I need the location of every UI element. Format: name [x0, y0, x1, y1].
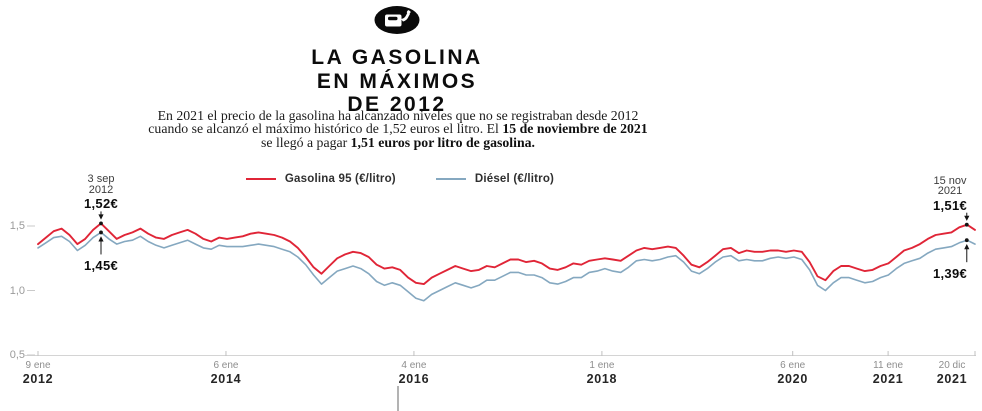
annotation-diesel-2012: 1,45€ — [84, 257, 118, 272]
annotation-point-dot — [964, 222, 969, 227]
x-tick-year: 2021 — [936, 372, 968, 386]
title-line-1: LA GASOLINA — [311, 46, 483, 69]
x-tick-year: 2021 — [872, 372, 904, 386]
annotation-max-2021: 15 nov 2021 1,51€ — [932, 174, 968, 213]
annotation-point-dot — [99, 221, 103, 226]
intro-text-1: En 2021 el precio de la gasolina ha alca… — [148, 107, 639, 137]
annotation-date-line: 15 nov — [933, 174, 967, 187]
annotation-arrowhead — [964, 215, 970, 221]
annotation-point-dot — [99, 230, 103, 235]
annotation-arrowhead — [98, 214, 104, 220]
x-tick-date: 4 ene — [401, 360, 427, 371]
x-tick-label: 6 ene 2014 — [191, 360, 261, 387]
gasolina-line-swatch — [245, 178, 276, 180]
x-tick-year: 2014 — [210, 372, 242, 386]
annotation-date-line: 3 sep — [87, 173, 115, 186]
x-tick-year: 2016 — [398, 372, 430, 386]
x-tick-label: 1 ene 2018 — [567, 360, 637, 387]
chart-legend: Gasolina 95 (€/litro) Diésel (€/litro) — [0, 173, 800, 185]
legend-label-gasolina: Gasolina 95 (€/litro) — [284, 173, 396, 185]
title-line-2: EN MÁXIMOS — [316, 69, 478, 93]
y-tick-label: 0,5 — [9, 349, 25, 361]
annotation-arrowhead — [964, 243, 970, 250]
annotation-diesel-2021: 1,39€ — [933, 265, 967, 280]
legend-item-diesel: Diésel (€/litro) — [435, 173, 555, 185]
x-tick-date: 11 ene — [873, 360, 904, 371]
y-tick-label: 1,0 — [9, 284, 25, 297]
annotation-date-line: 2012 — [88, 183, 114, 196]
x-tick-label: 4 ene 2016 — [379, 360, 449, 387]
diesel-line-swatch — [435, 178, 466, 180]
annotation-price: 1,51€ — [932, 197, 968, 213]
legend-label-diesel: Diésel (€/litro) — [474, 173, 555, 185]
annotation-max-2012: 3 sep 2012 1,52€ — [84, 174, 118, 210]
x-tick-label: 9 ene 2012 — [3, 360, 73, 387]
x-tick-label: 20 dic 2021 — [917, 360, 982, 387]
x-tick-date: 9 ene — [25, 360, 51, 371]
annotation-point-dot — [964, 238, 969, 243]
x-tick-date: 6 ene — [213, 360, 239, 371]
intro-paragraph: En 2021 el precio de la gasolina ha alca… — [148, 107, 648, 150]
bottom-divider-line — [397, 386, 399, 411]
annotation-price: 1,39€ — [932, 266, 968, 282]
fuel-can-icon — [374, 5, 420, 40]
masthead: LA GASOLINA EN MÁXIMOS DE 2012 — [0, 5, 794, 117]
title-line-3: DE 2012 — [347, 93, 447, 117]
x-tick-year: 2018 — [586, 372, 618, 386]
page-title: LA GASOLINA EN MÁXIMOS DE 2012 — [0, 46, 794, 117]
x-tick-year: 2020 — [777, 372, 808, 386]
annotation-price: 1,45€ — [83, 258, 119, 274]
intro-text-2: se llegó a pagar — [261, 134, 351, 150]
annotation-price: 1,52€ — [83, 196, 119, 212]
x-tick-label: 11 ene 2021 — [853, 360, 923, 387]
x-tick-date: 1 ene — [589, 360, 615, 371]
y-tick-label: 1,5 — [9, 220, 25, 232]
intro-bold-date: 15 de noviembre de 2021 — [502, 121, 648, 137]
annotation-date-line: 2021 — [937, 185, 963, 198]
legend-item-gasolina: Gasolina 95 (€/litro) — [245, 173, 396, 185]
annotation-arrowhead — [98, 236, 104, 242]
intro-bold-price: 1,51 euros por litro de gasolina. — [350, 134, 535, 150]
x-tick-date: 6 ene — [780, 360, 806, 371]
series-line-diesel — [37, 231, 976, 302]
series-line-gasolina-95 — [37, 222, 976, 286]
x-tick-label: 6 ene 2020 — [758, 360, 828, 387]
x-tick-date: 20 dic — [938, 360, 966, 371]
x-tick-year: 2012 — [22, 372, 54, 386]
